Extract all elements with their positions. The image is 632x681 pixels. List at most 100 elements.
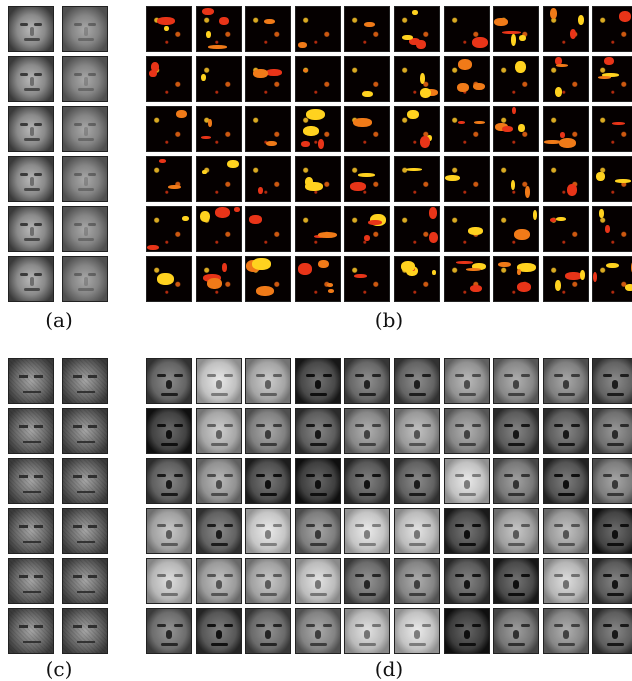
heatmap-basis-image — [592, 156, 632, 202]
grayscale-basis-image — [146, 558, 192, 604]
panel-c-caption: (c) — [45, 657, 73, 681]
grayscale-basis-image — [542, 558, 589, 604]
grayscale-basis-image — [542, 358, 589, 404]
textured-face-image — [62, 508, 108, 554]
grayscale-basis-image — [146, 458, 192, 504]
heatmap-basis-image — [195, 6, 242, 52]
heatmap-basis-image — [592, 56, 632, 102]
grayscale-basis-image — [195, 458, 242, 504]
grayscale-basis-image — [542, 508, 589, 554]
heatmap-basis-image — [245, 156, 292, 202]
heatmap-basis-image — [542, 206, 589, 252]
heatmap-basis-image — [493, 6, 540, 52]
heatmap-basis-image — [393, 56, 440, 102]
face-image — [8, 156, 54, 202]
textured-face-image — [62, 358, 108, 404]
heatmap-basis-image — [344, 106, 391, 152]
grayscale-basis-image — [195, 558, 242, 604]
face-image — [8, 256, 54, 302]
panel-c-grid — [8, 358, 108, 654]
heatmap-basis-image — [344, 256, 391, 302]
heatmap-basis-image — [542, 56, 589, 102]
grayscale-basis-image — [393, 358, 440, 404]
grayscale-basis-image — [443, 508, 490, 554]
heatmap-basis-image — [344, 56, 391, 102]
grayscale-basis-image — [393, 458, 440, 504]
heatmap-basis-image — [146, 6, 192, 52]
reconstructed-face-image — [62, 156, 108, 202]
grayscale-basis-image — [542, 608, 589, 654]
heatmap-basis-image — [493, 56, 540, 102]
heatmap-basis-image — [493, 156, 540, 202]
reconstructed-face-image — [62, 206, 108, 252]
grayscale-basis-image — [294, 358, 341, 404]
grayscale-basis-image — [294, 458, 341, 504]
heatmap-basis-image — [443, 256, 490, 302]
heatmap-basis-image — [393, 106, 440, 152]
heatmap-basis-image — [542, 156, 589, 202]
grayscale-basis-image — [195, 408, 242, 454]
grayscale-basis-image — [294, 558, 341, 604]
panel-b-caption: (b) — [374, 308, 404, 332]
grayscale-basis-image — [195, 358, 242, 404]
reconstructed-face-image — [62, 56, 108, 102]
textured-face-image — [62, 558, 108, 604]
grayscale-basis-image — [245, 608, 292, 654]
textured-face-image — [8, 508, 54, 554]
heatmap-basis-image — [195, 56, 242, 102]
heatmap-basis-image — [493, 256, 540, 302]
grayscale-basis-image — [245, 508, 292, 554]
grayscale-basis-image — [393, 558, 440, 604]
heatmap-basis-image — [245, 256, 292, 302]
panel-a-grid — [8, 6, 108, 302]
heatmap-basis-image — [294, 106, 341, 152]
grayscale-basis-image — [493, 608, 540, 654]
heatmap-basis-image — [195, 256, 242, 302]
textured-face-image — [62, 408, 108, 454]
grayscale-basis-image — [146, 608, 192, 654]
grayscale-basis-image — [245, 558, 292, 604]
heatmap-basis-image — [393, 256, 440, 302]
heatmap-basis-image — [146, 106, 192, 152]
grayscale-basis-image — [344, 508, 391, 554]
textured-face-image — [8, 358, 54, 404]
grayscale-basis-image — [146, 408, 192, 454]
heatmap-basis-image — [146, 256, 192, 302]
grayscale-basis-image — [493, 408, 540, 454]
grayscale-basis-image — [592, 358, 632, 404]
textured-face-image — [8, 458, 54, 504]
grayscale-basis-image — [245, 358, 292, 404]
heatmap-basis-image — [542, 106, 589, 152]
grayscale-basis-image — [146, 508, 192, 554]
grayscale-basis-image — [493, 358, 540, 404]
heatmap-basis-image — [245, 106, 292, 152]
heatmap-basis-image — [443, 56, 490, 102]
heatmap-basis-image — [294, 56, 341, 102]
heatmap-basis-image — [294, 206, 341, 252]
grayscale-basis-image — [146, 358, 192, 404]
heatmap-basis-image — [443, 106, 490, 152]
heatmap-basis-image — [592, 256, 632, 302]
heatmap-basis-image — [245, 56, 292, 102]
grayscale-basis-image — [443, 458, 490, 504]
heatmap-basis-image — [344, 206, 391, 252]
heatmap-basis-image — [344, 156, 391, 202]
heatmap-basis-image — [393, 206, 440, 252]
grayscale-basis-image — [592, 458, 632, 504]
heatmap-basis-image — [245, 206, 292, 252]
heatmap-basis-image — [542, 6, 589, 52]
heatmap-basis-image — [294, 156, 341, 202]
heatmap-basis-image — [146, 56, 192, 102]
heatmap-basis-image — [443, 206, 490, 252]
panel-a-caption: (a) — [45, 308, 73, 332]
grayscale-basis-image — [542, 408, 589, 454]
face-image — [8, 206, 54, 252]
panel-b-grid — [146, 6, 632, 302]
heatmap-basis-image — [344, 6, 391, 52]
grayscale-basis-image — [294, 508, 341, 554]
heatmap-basis-image — [592, 6, 632, 52]
face-image — [8, 6, 54, 52]
textured-face-image — [8, 558, 54, 604]
face-image — [8, 106, 54, 152]
grayscale-basis-image — [294, 408, 341, 454]
